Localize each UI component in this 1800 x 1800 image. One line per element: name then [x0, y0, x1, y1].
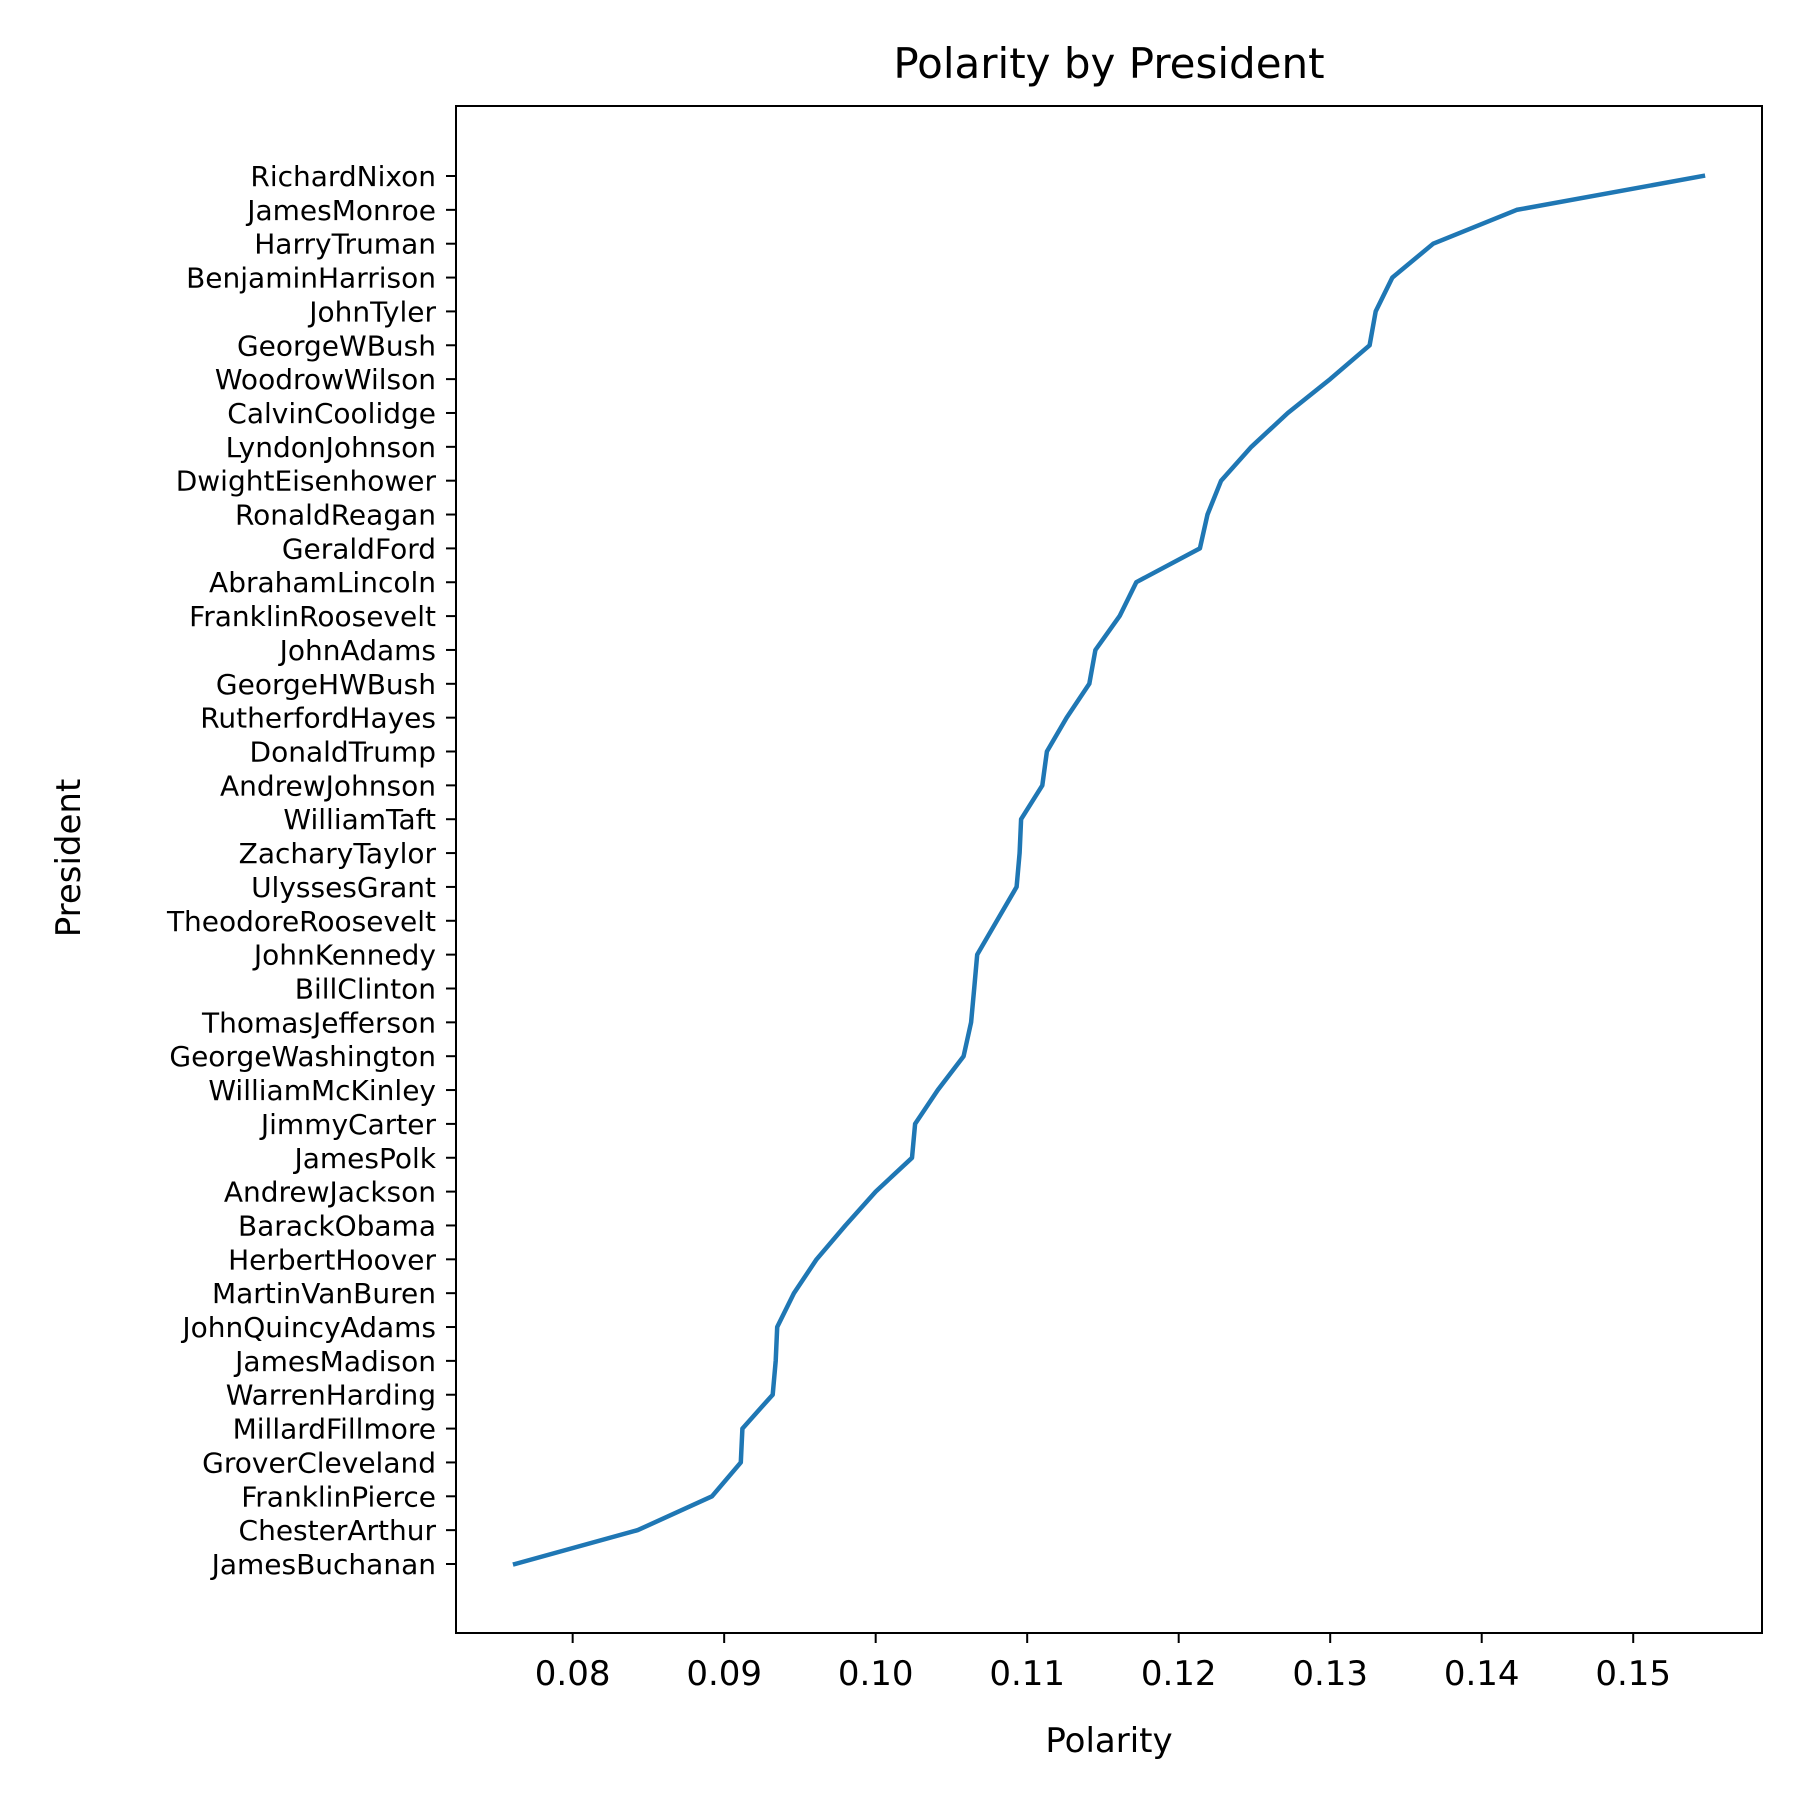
y-tick-label: JamesMonroe: [245, 194, 436, 227]
y-tick-label: HarryTruman: [254, 228, 436, 261]
x-tick-label: 0.14: [1444, 1654, 1520, 1694]
y-tick-label: WarrenHarding: [226, 1379, 436, 1412]
chart-title: Polarity by President: [893, 39, 1324, 88]
y-tick-label: ChesterArthur: [239, 1514, 437, 1547]
y-tick-label: GeorgeWBush: [237, 329, 436, 362]
y-axis-label: President: [49, 779, 89, 938]
y-tick-label: BenjaminHarrison: [186, 262, 436, 295]
y-tick-label: WilliamMcKinley: [208, 1074, 436, 1107]
x-tick-label: 0.10: [838, 1654, 914, 1694]
y-tick-label: GeorgeWashington: [169, 1040, 436, 1073]
y-tick-label: GeorgeHWBush: [216, 668, 436, 701]
y-tick-label: HerbertHoover: [228, 1243, 436, 1276]
y-tick-label: BarackObama: [238, 1209, 436, 1242]
y-tick-label: MillardFillmore: [233, 1413, 436, 1446]
y-tick-label: JohnTyler: [307, 295, 436, 328]
y-tick-label: DwightEisenhower: [176, 465, 437, 498]
y-tick-label: JohnAdams: [278, 634, 436, 667]
y-tick-label: JimmyCarter: [259, 1108, 437, 1141]
x-tick-label: 0.08: [535, 1654, 611, 1694]
y-tick-label: RutherfordHayes: [200, 702, 436, 735]
y-tick-label: JohnKennedy: [252, 939, 436, 972]
y-tick-label: WilliamTaft: [283, 803, 436, 836]
y-tick-label: GeraldFord: [282, 532, 436, 565]
y-tick-label: JamesBuchanan: [210, 1548, 436, 1581]
y-tick-label: JamesPolk: [292, 1142, 436, 1175]
y-axis: JamesBuchananChesterArthurFranklinPierce…: [166, 160, 456, 1581]
y-tick-label: ThomasJefferson: [201, 1006, 436, 1039]
y-tick-label: DonaldTrump: [250, 736, 436, 769]
plot-series: [512, 173, 1706, 1567]
x-axis: 0.08 0.09 0.10 0.11 0.12 0.13 0.14 0.15: [535, 1633, 1671, 1694]
x-tick-label: 0.11: [989, 1654, 1065, 1694]
y-tick-label: JohnQuincyAdams: [180, 1311, 436, 1344]
y-tick-label: FranklinRoosevelt: [189, 600, 436, 633]
y-tick-label: AbrahamLincoln: [209, 566, 436, 599]
y-tick-label: RichardNixon: [250, 160, 436, 193]
y-tick-label: LyndonJohnson: [226, 431, 436, 464]
y-tick-label: AndrewJohnson: [220, 769, 436, 802]
x-tick-label: 0.13: [1292, 1654, 1368, 1694]
y-tick-label: MartinVanBuren: [212, 1277, 436, 1310]
x-tick-label: 0.09: [686, 1654, 762, 1694]
series-line: [512, 173, 1706, 1567]
y-tick-label: UlyssesGrant: [251, 871, 436, 904]
y-tick-label: GroverCleveland: [202, 1446, 436, 1479]
y-tick-label: WoodrowWilson: [215, 363, 436, 396]
y-tick-label: ZacharyTaylor: [239, 837, 437, 870]
x-tick-label: 0.15: [1595, 1654, 1671, 1694]
y-tick-label: JamesMadison: [233, 1345, 436, 1378]
x-tick-label: 0.12: [1141, 1654, 1217, 1694]
y-tick-label: CalvinCoolidge: [227, 397, 436, 430]
y-tick-label: BillClinton: [295, 972, 436, 1005]
y-tick-label: RonaldReagan: [235, 499, 436, 532]
plot-frame: [455, 105, 1763, 1634]
y-tick-label: TheodoreRoosevelt: [166, 905, 436, 938]
x-axis-label: Polarity: [1045, 1721, 1172, 1761]
y-tick-label: FranklinPierce: [241, 1480, 436, 1513]
y-tick-label: AndrewJackson: [224, 1176, 436, 1209]
